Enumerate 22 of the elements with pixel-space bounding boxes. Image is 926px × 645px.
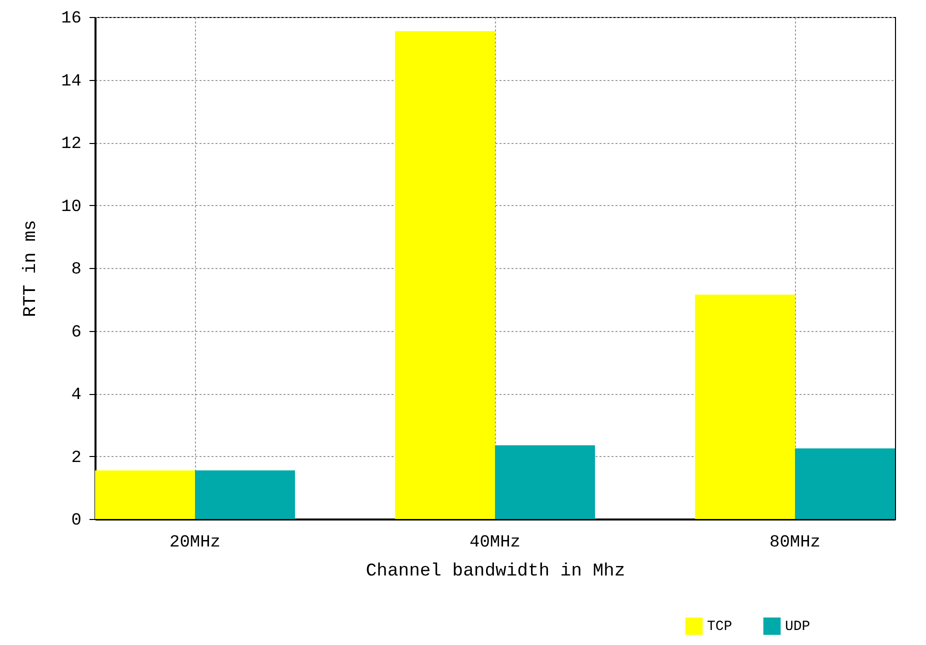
y-tick-label: 12 [61, 135, 82, 154]
y-tick-label: 14 [61, 72, 82, 92]
y-tick-label: 10 [61, 198, 82, 217]
x-axis-title: Channel bandwidth in Mhz [366, 562, 626, 582]
y-tick-label: 2 [71, 448, 82, 468]
bar [195, 470, 295, 519]
bar [695, 294, 795, 519]
bar [495, 445, 595, 519]
x-tick-label: 80MHz [769, 534, 821, 552]
y-tick-label: 8 [71, 260, 82, 280]
bar [95, 470, 195, 519]
x-tick-label: 20MHz [169, 534, 221, 552]
x-tick-label: 40MHz [469, 534, 521, 552]
bar [395, 31, 495, 519]
legend-label: UDP [785, 619, 810, 636]
y-tick-label: 16 [61, 10, 82, 28]
bar [795, 448, 895, 519]
y-tick-label: 0 [71, 512, 82, 530]
y-tick-label: 6 [71, 323, 82, 342]
y-axis-title: RTT in ms [21, 220, 42, 318]
y-tick-label: 4 [71, 386, 82, 405]
legend-label: TCP [707, 619, 732, 636]
